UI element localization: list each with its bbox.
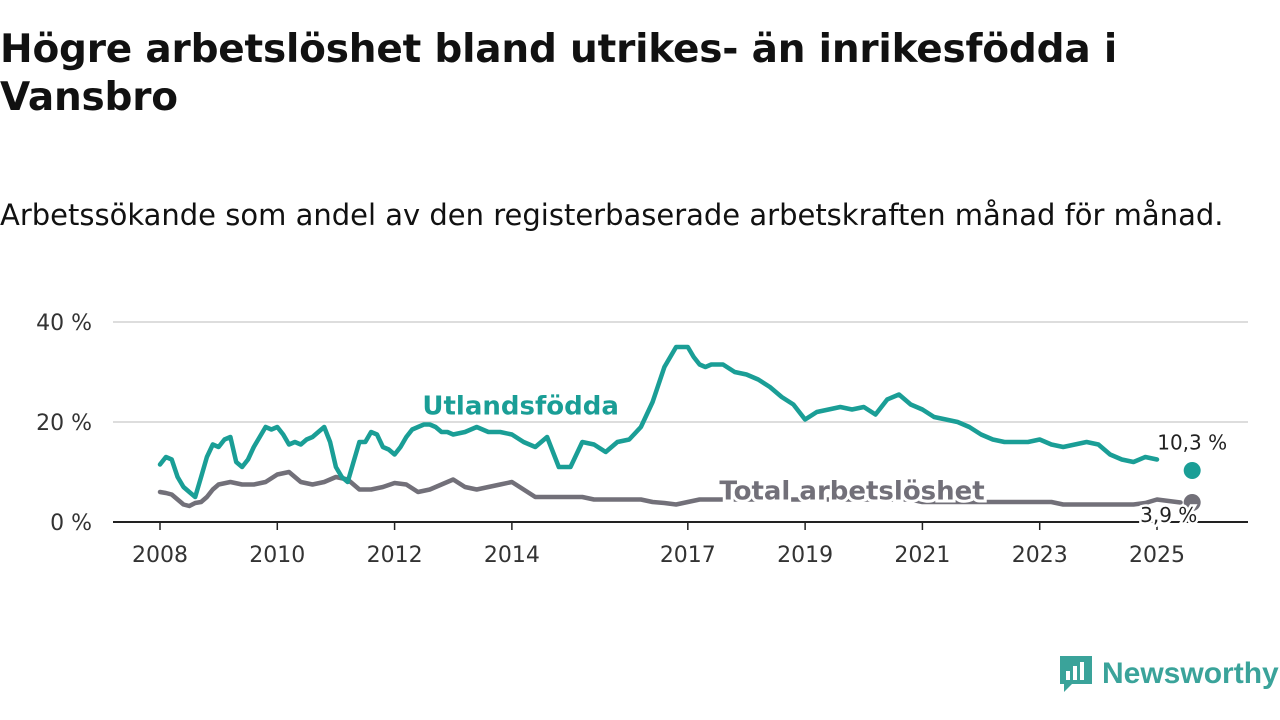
- end-value-label: 3,9 %: [1140, 503, 1197, 527]
- x-tick-label: 2012: [367, 543, 423, 568]
- chart-subtitle: Arbetssökande som andel av den registerb…: [0, 198, 1224, 232]
- newsworthy-brand: Newsworthy: [1058, 652, 1279, 696]
- brand-name: Newsworthy: [1102, 657, 1279, 690]
- x-tick-label: 2014: [484, 543, 540, 568]
- axis-layer: 0 % 20 % 40 % 2008 2010 2012 2014 2017 2019 2021 2…: [36, 311, 1248, 568]
- series-line-total-arbetslöshet: [157, 469, 1183, 509]
- x-tick-label: 2019: [777, 543, 833, 568]
- x-tick-label: 2008: [132, 543, 188, 568]
- x-tick-label: 2025: [1129, 543, 1185, 568]
- y-tick-label: 0 %: [50, 511, 92, 536]
- y-tick-label: 20 %: [36, 411, 92, 436]
- x-tick-label: 2010: [249, 543, 305, 568]
- chart-title: Högre arbetslöshet bland utrikes- än inr…: [0, 27, 1117, 120]
- series-label: Total arbetslöshet: [719, 477, 984, 507]
- newsworthy-logo-icon: [1060, 656, 1092, 692]
- end-marker: [1183, 494, 1201, 511]
- line-chart: 0 % 20 % 40 % 2008 2010 2012 2014 2017 2019 2021 2…: [36, 311, 1248, 568]
- label-layer: Utlandsfödda Total arbetslöshet 10,3 % 3,9 …: [419, 389, 1229, 530]
- x-tick-label: 2021: [894, 543, 950, 568]
- end-value-label: 10,3 %: [1157, 431, 1227, 455]
- series-layer: [157, 344, 1201, 511]
- end-marker: [1183, 462, 1201, 479]
- series-line-utlandsfödda: [157, 344, 1160, 500]
- x-tick-label: 2023: [1012, 543, 1068, 568]
- x-tick-label: 2017: [660, 543, 716, 568]
- series-label: Utlandsfödda: [422, 392, 619, 422]
- y-tick-label: 40 %: [36, 311, 92, 336]
- grid-layer: [113, 321, 1248, 423]
